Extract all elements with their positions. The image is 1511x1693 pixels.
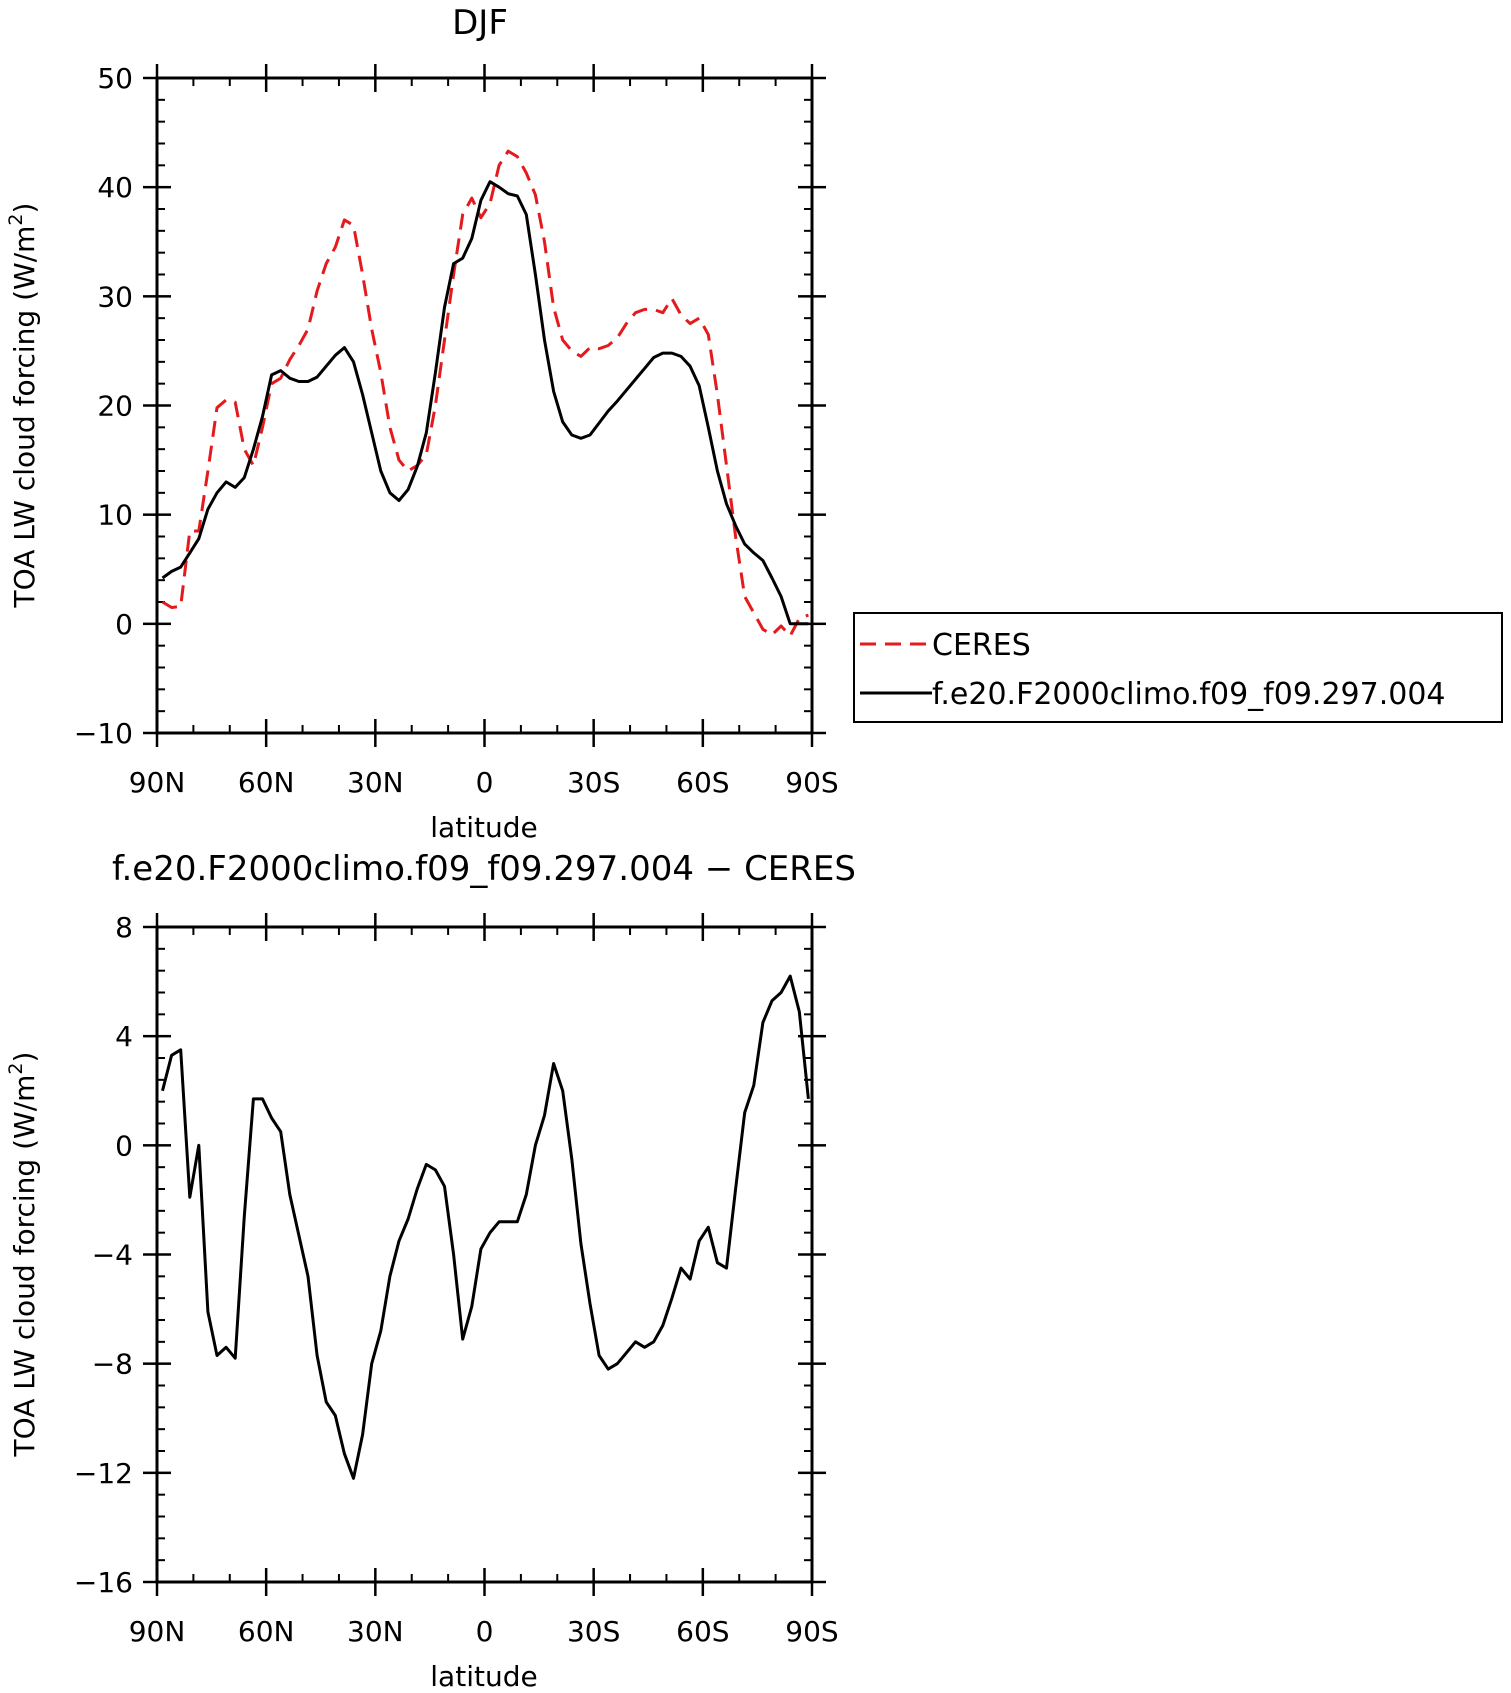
top-axis-ticks — [143, 64, 826, 747]
top-y-tick-label: 50 — [97, 62, 133, 95]
top-x-tick-label: 30N — [347, 766, 404, 799]
bottom-y-axis-label-sup: 2 — [5, 1063, 27, 1075]
bottom-panel: f.e20.F2000climo.f09_f09.297.004 − CERES… — [5, 849, 856, 1693]
bottom-x-tick-label: 30N — [347, 1615, 404, 1648]
bottom-y-tick-label: 4 — [115, 1020, 133, 1053]
bottom-x-tick-label: 30S — [567, 1615, 620, 1648]
bottom-series-line-0 — [161, 974, 810, 1480]
bottom-y-axis-label: TOA LW cloud forcing (W/m2) — [5, 1052, 41, 1458]
bottom-y-axis-label-main: TOA LW cloud forcing (W/m — [8, 1075, 41, 1458]
legend-box — [853, 612, 1503, 723]
bottom-chart-title: f.e20.F2000climo.f09_f09.297.004 − CERES — [112, 849, 856, 889]
bottom-x-tick-label: 60N — [238, 1615, 295, 1648]
top-y-tick-label: 0 — [115, 608, 133, 641]
legend-label-model: f.e20.F2000climo.f09_f09.297.004 — [932, 677, 1446, 712]
top-y-tick-label: 40 — [97, 171, 133, 204]
top-y-tick-labels: 50 40 30 20 10 0 −10 — [74, 62, 133, 750]
top-x-tick-label: 90S — [785, 766, 838, 799]
bottom-series-group — [161, 974, 810, 1480]
top-plot-frame — [155, 76, 814, 735]
bottom-x-tick-label: 90S — [785, 1615, 838, 1648]
bottom-axis-ticks — [143, 913, 826, 1596]
top-x-tick-label: 60S — [676, 766, 729, 799]
top-x-tick-label: 0 — [476, 766, 494, 799]
bottom-x-axis-label: latitude — [430, 1660, 537, 1693]
top-y-tick-label: 20 — [97, 390, 133, 423]
top-series-group — [161, 149, 809, 638]
top-x-tick-label: 30S — [567, 766, 620, 799]
top-y-axis-label: TOA LW cloud forcing (W/m2) — [5, 203, 41, 609]
top-x-tick-label: 90N — [129, 766, 186, 799]
bottom-plot-frame — [155, 925, 814, 1584]
top-x-axis-label: latitude — [430, 811, 537, 844]
bottom-y-axis-label-close: ) — [8, 1052, 41, 1063]
top-legend: CERES f.e20.F2000climo.f09_f09.297.004 — [853, 612, 1503, 723]
bottom-y-tick-label: 0 — [115, 1129, 133, 1162]
bottom-y-tick-label: −8 — [92, 1348, 133, 1381]
top-y-tick-label: −10 — [74, 717, 133, 750]
top-y-axis-label-close: ) — [8, 203, 41, 214]
top-chart-title: DJF — [452, 3, 508, 43]
top-y-axis-label-main: TOA LW cloud forcing (W/m — [8, 226, 41, 609]
top-series-line-0 — [161, 149, 809, 638]
top-y-tick-label: 10 — [97, 499, 133, 532]
top-panel: DJF 50 40 30 20 10 0 −10 90N 60N 30N 0 30S 60S 90S l… — [5, 3, 1503, 844]
bottom-x-tick-label: 0 — [476, 1615, 494, 1648]
top-x-tick-label: 60N — [238, 766, 295, 799]
bottom-x-tick-label: 90N — [129, 1615, 186, 1648]
top-y-axis-label-sup: 2 — [5, 214, 27, 226]
bottom-y-tick-labels: 8 4 0 −4 −8 −12 −16 — [74, 911, 133, 1599]
legend-label-ceres: CERES — [932, 628, 1031, 663]
top-y-tick-label: 30 — [97, 280, 133, 313]
bottom-y-tick-label: −16 — [74, 1566, 133, 1599]
bottom-y-tick-label: −4 — [92, 1239, 133, 1272]
bottom-x-tick-labels: 90N 60N 30N 0 30S 60S 90S — [129, 1615, 839, 1648]
bottom-x-tick-label: 60S — [676, 1615, 729, 1648]
top-series-line-1 — [161, 180, 809, 626]
bottom-y-tick-label: −12 — [74, 1457, 133, 1490]
top-x-tick-labels: 90N 60N 30N 0 30S 60S 90S — [129, 766, 839, 799]
bottom-y-tick-label: 8 — [115, 911, 133, 944]
